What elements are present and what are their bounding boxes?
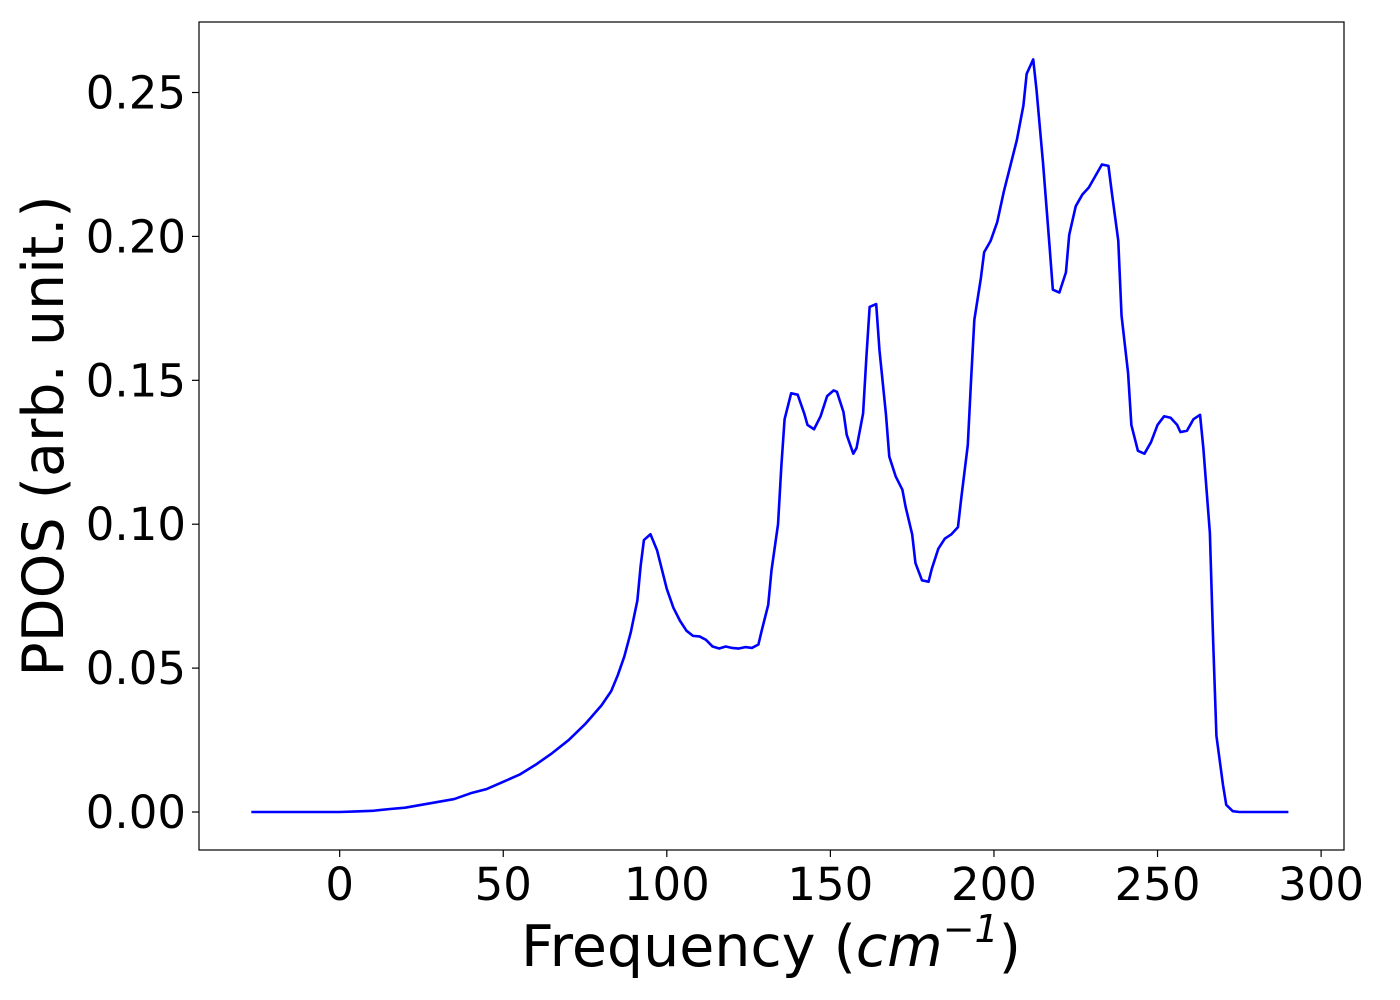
x-axis-label: Frequency (cm−1) — [521, 907, 1021, 980]
y-tick-label: 0.15 — [86, 354, 186, 407]
x-tick-label: 50 — [475, 858, 532, 911]
x-tick-label: 0 — [325, 858, 354, 911]
x-tick-label: 150 — [787, 858, 873, 911]
series-line-0 — [251, 58, 1289, 814]
plot-frame — [198, 21, 1345, 851]
x-axis-label-var: cm — [856, 914, 943, 980]
x-tick-label: 250 — [1115, 858, 1201, 911]
x-axis-label-text: Frequency ( — [521, 914, 856, 980]
x-tick-label: 200 — [951, 858, 1037, 911]
x-tick-label: 100 — [624, 858, 710, 911]
y-axis-label: PDOS (arb. unit.) — [11, 195, 77, 676]
y-tick-label: 0.20 — [86, 210, 186, 263]
x-axis-label-close: ) — [999, 914, 1021, 980]
y-tick-label: 0.00 — [86, 786, 186, 839]
y-tick-label: 0.05 — [86, 642, 186, 695]
x-axis-label-exp: −1 — [943, 907, 999, 951]
x-tick-label: 300 — [1278, 858, 1364, 911]
plot-layer — [251, 58, 1289, 814]
ticks-layer: 0 50 100 150 200 250 300 0.00 0.05 0.10 0.15 0.20 0.… — [86, 67, 1364, 911]
y-tick-label: 0.25 — [86, 67, 186, 120]
y-tick-label: 0.10 — [86, 498, 186, 551]
